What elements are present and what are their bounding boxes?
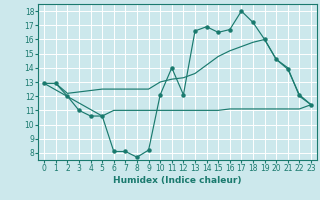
X-axis label: Humidex (Indice chaleur): Humidex (Indice chaleur)	[113, 176, 242, 185]
